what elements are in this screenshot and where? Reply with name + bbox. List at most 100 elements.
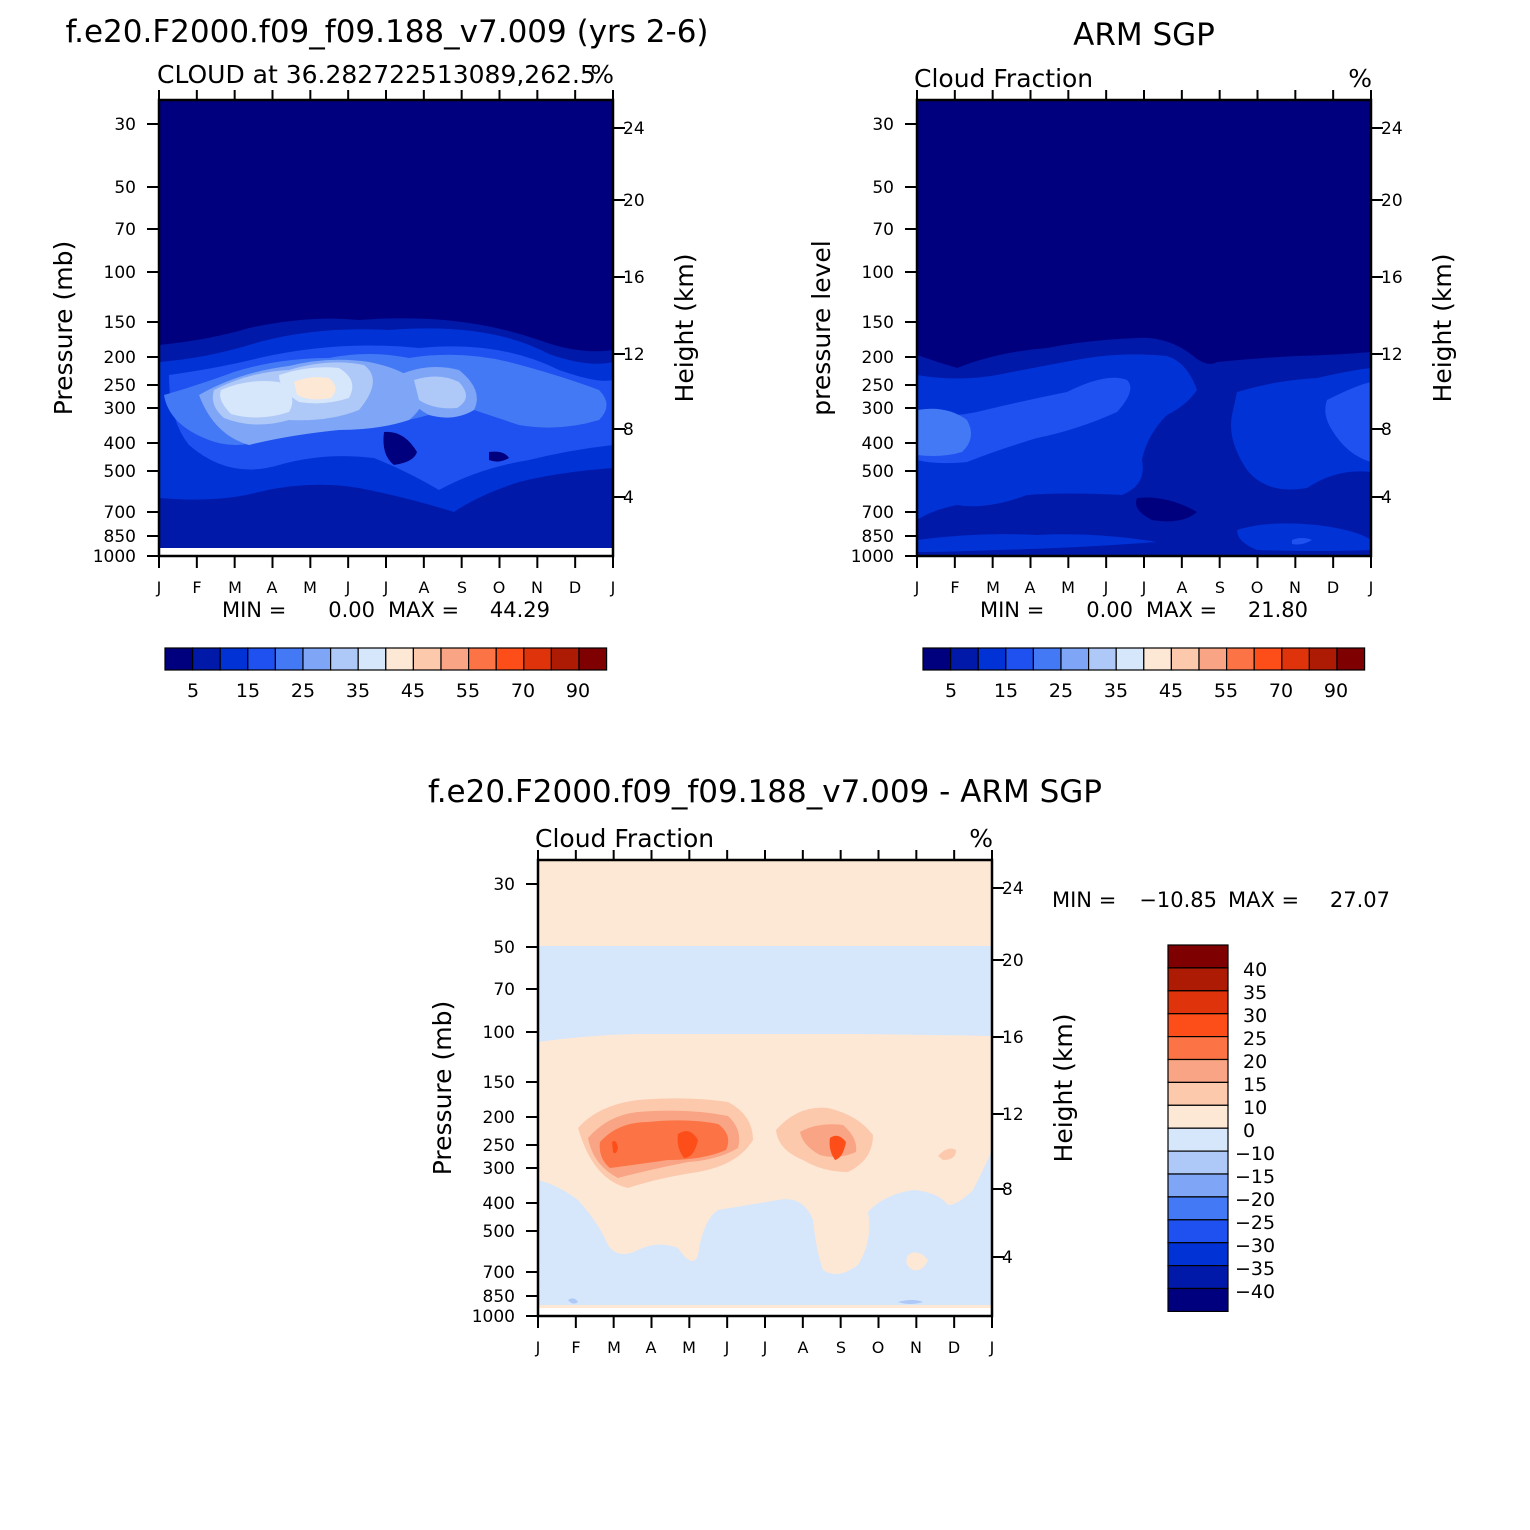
diff-colorbar-box (1167, 1035, 1229, 1061)
obs-colorbar-label: 25 (1049, 680, 1073, 702)
model-colorbar-box (468, 647, 497, 671)
obs-colorbar-label: 90 (1324, 680, 1348, 702)
diff-height-tick-label: 16 (1002, 1028, 1024, 1048)
diff-colorbar-label: −40 (1235, 1281, 1275, 1303)
diff-colorbar-label: −20 (1235, 1189, 1275, 1211)
diff-panel-title: f.e20.F2000.f09_f09.188_v7.009 - ARM SGP (428, 774, 1102, 810)
diff-max-label: MAX = (1228, 888, 1299, 912)
model-contour-level-35a (220, 381, 293, 418)
diff-x-tick-label: A (646, 1338, 657, 1357)
diff-y-tick-label: 150 (483, 1073, 515, 1093)
obs-colorbar-label: 35 (1104, 680, 1128, 702)
diff-colorbar-label: 30 (1243, 1005, 1267, 1027)
obs-colorbar-box (1308, 647, 1338, 671)
obs-y-tick-label: 30 (872, 115, 894, 135)
obs-y-tick-label: 500 (862, 462, 894, 482)
obs-colorbar-box (1225, 647, 1255, 671)
model-colorbar-label: 25 (291, 680, 315, 702)
model-contour-level-40 (294, 377, 336, 400)
diff-units: % (969, 824, 993, 853)
obs-x-tick-label: F (950, 578, 959, 597)
obs-colorbar-box (977, 647, 1007, 671)
model-colorbar-box (164, 647, 194, 671)
diff-colorbar (1167, 944, 1229, 1312)
model-min-value: 0.00 (328, 598, 375, 622)
diff-surface-mask (538, 1308, 992, 1316)
model-colorbar-box (385, 647, 414, 671)
obs-colorbar-box (1281, 647, 1311, 671)
diff-colorbar-label: 35 (1243, 982, 1267, 1004)
obs-y-tick-label: 700 (862, 503, 894, 523)
diff-contour-20 (599, 1120, 729, 1168)
obs-x-tick-label: J (1103, 578, 1109, 597)
obs-x-tick-label: A (1177, 578, 1188, 597)
diff-height-tick-label: 4 (1002, 1248, 1013, 1268)
model-colorbar-label: 5 (187, 680, 199, 702)
diff-colorbar-label: 20 (1243, 1051, 1267, 1073)
obs-x-tick-label: J (1368, 578, 1374, 597)
model-colorbar-label: 70 (511, 680, 535, 702)
model-x-tick-label: F (192, 578, 201, 597)
diff-subtitle: Cloud Fraction (535, 824, 714, 853)
obs-y-tick-label: 100 (862, 263, 894, 283)
obs-colorbar-box (1143, 647, 1173, 671)
obs-colorbar-box (1060, 647, 1090, 671)
model-colorbar-box (523, 647, 552, 671)
diff-contour-neg-blip-b (898, 1300, 923, 1304)
diff-y-tick-labels: 30 50 70 100 150 200 250 300 400 500 700… (472, 875, 515, 1327)
diff-x-tick-label: J (724, 1338, 730, 1357)
model-y-tick-label: 100 (104, 263, 136, 283)
model-x-tick-label: M (228, 578, 242, 597)
diff-colorbar-label: 40 (1243, 959, 1267, 981)
model-x-tick-label: M (303, 578, 317, 597)
obs-min-max: MIN = 0.00 MAX = 21.80 (980, 598, 1308, 622)
diff-x-tick-labels: J F M A M J J A S O N D J (535, 1338, 995, 1357)
model-x-tick-label: S (457, 578, 467, 597)
obs-min-label: MIN = (980, 598, 1044, 622)
obs-y-tick-labels: 30 50 70 100 150 200 250 300 400 500 700… (851, 115, 894, 567)
diff-y-tick-label: 100 (483, 1023, 515, 1043)
model-x-tick-label: A (267, 578, 278, 597)
obs-colorbar-box (1198, 647, 1228, 671)
diff-y-tick-label: 250 (483, 1136, 515, 1156)
diff-contour-pos-island (906, 1252, 928, 1271)
diff-y-tick-label: 500 (483, 1222, 515, 1242)
obs-colorbar-box (1032, 647, 1062, 671)
diff-colorbar-label: 0 (1243, 1120, 1255, 1142)
obs-contour-low-a (1237, 523, 1371, 551)
model-colorbar-label: 15 (236, 680, 260, 702)
diff-y-tick-label: 400 (483, 1194, 515, 1214)
obs-colorbar-box (1087, 647, 1117, 671)
obs-y-tick-label: 70 (872, 220, 894, 240)
diff-colorbar-label: −30 (1235, 1235, 1275, 1257)
diff-x-tick-label: F (571, 1338, 580, 1357)
diff-colorbar-box (1167, 944, 1229, 969)
diff-colorbar-box (1167, 1173, 1229, 1198)
model-height-tick-label: 24 (623, 119, 645, 139)
diff-x-tick-label: S (836, 1338, 846, 1357)
diff-colorbar-label: 10 (1243, 1097, 1267, 1119)
obs-colorbar-box (1005, 647, 1034, 671)
diff-x-tick-label: J (535, 1338, 541, 1357)
model-y-tick-label: 250 (104, 376, 136, 396)
obs-y-tick-label: 300 (862, 399, 894, 419)
obs-y-tick-label: 200 (862, 348, 894, 368)
diff-y-tick-label: 700 (483, 1263, 515, 1283)
model-colorbar-box (330, 647, 359, 671)
model-height-tick-label: 8 (623, 420, 634, 440)
model-contour-min-a (383, 431, 417, 465)
model-units: % (590, 60, 614, 89)
diff-contour-25b (829, 1135, 846, 1160)
diff-colorbar-label: −35 (1235, 1258, 1275, 1280)
obs-colorbar-label: 15 (994, 680, 1018, 702)
diff-colorbar-box (1167, 1150, 1229, 1175)
diff-y-tick-label: 70 (493, 980, 515, 1000)
diff-x-tick-label: J (989, 1338, 995, 1357)
model-colorbar-labels: 5 15 25 35 45 55 70 90 (187, 680, 590, 702)
obs-x-tick-label: M (1061, 578, 1075, 597)
diff-x-tick-label: M (607, 1338, 621, 1357)
obs-colorbar-box (1253, 647, 1283, 671)
obs-y-tick-label: 250 (862, 376, 894, 396)
model-contour-level-30b (414, 376, 467, 409)
diff-contour-10c (938, 1148, 956, 1160)
